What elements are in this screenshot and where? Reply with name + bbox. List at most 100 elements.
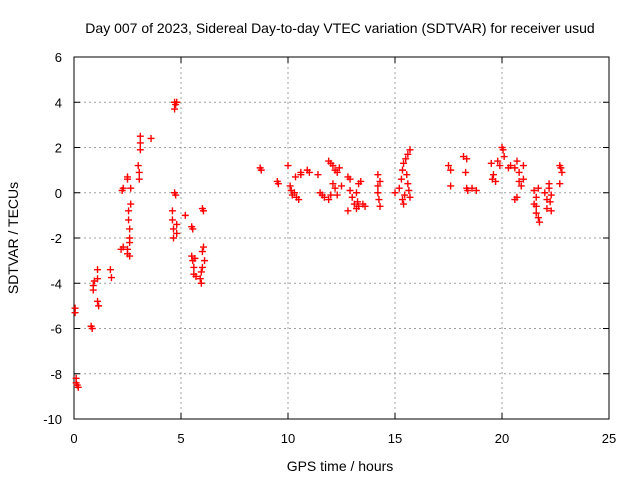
data-point bbox=[447, 166, 455, 174]
y-tick-label: -4 bbox=[50, 276, 62, 291]
data-point bbox=[352, 205, 360, 213]
data-point bbox=[515, 168, 523, 176]
data-point bbox=[496, 162, 504, 170]
y-tick-labels: -10 -8 -6 -4 -2 0 2 4 6 bbox=[43, 50, 62, 427]
data-point bbox=[532, 193, 540, 201]
data-point bbox=[558, 168, 566, 176]
data-point bbox=[297, 171, 305, 179]
data-point bbox=[124, 175, 131, 183]
data-point bbox=[398, 196, 406, 204]
data-point bbox=[405, 186, 413, 194]
data-point bbox=[500, 153, 508, 161]
data-point bbox=[354, 198, 362, 206]
data-point bbox=[494, 157, 502, 165]
x-tick-label: 15 bbox=[388, 431, 402, 446]
data-point bbox=[94, 297, 102, 305]
data-point bbox=[534, 214, 542, 222]
data-point bbox=[71, 309, 79, 317]
data-point bbox=[119, 184, 127, 192]
data-point bbox=[135, 168, 143, 176]
data-point bbox=[94, 266, 102, 274]
data-point bbox=[286, 182, 294, 190]
data-point bbox=[395, 184, 403, 192]
data-point bbox=[513, 193, 521, 201]
data-point bbox=[331, 184, 339, 192]
data-point bbox=[468, 184, 476, 192]
data-point bbox=[361, 202, 369, 210]
data-point bbox=[517, 182, 525, 190]
data-point bbox=[170, 234, 178, 242]
data-point bbox=[403, 171, 411, 179]
data-point bbox=[181, 211, 189, 219]
data-point bbox=[335, 164, 343, 172]
data-point bbox=[499, 146, 507, 154]
data-points bbox=[71, 98, 566, 391]
data-point bbox=[352, 189, 360, 197]
data-point bbox=[305, 168, 313, 176]
data-point bbox=[192, 272, 200, 280]
data-point bbox=[492, 177, 500, 185]
data-point bbox=[291, 173, 299, 181]
data-point bbox=[95, 302, 103, 310]
data-point bbox=[374, 171, 382, 179]
data-point bbox=[374, 182, 382, 190]
data-point bbox=[333, 191, 341, 199]
data-point bbox=[88, 325, 96, 332]
x-axis-label: GPS time / hours bbox=[287, 458, 394, 474]
data-point bbox=[127, 200, 135, 208]
data-point bbox=[547, 191, 555, 199]
y-tick-label: -8 bbox=[50, 367, 62, 382]
data-point bbox=[511, 164, 519, 172]
data-point bbox=[462, 168, 470, 176]
data-point bbox=[327, 191, 335, 199]
data-point bbox=[126, 252, 134, 260]
x-tick-label: 25 bbox=[602, 431, 616, 446]
data-point bbox=[173, 220, 181, 228]
data-point bbox=[357, 177, 365, 185]
data-point bbox=[199, 207, 207, 215]
data-point bbox=[464, 186, 472, 194]
data-point bbox=[463, 155, 471, 163]
data-point bbox=[74, 383, 82, 391]
chart-title: Day 007 of 2023, Sidereal Day-to-day VTE… bbox=[85, 20, 594, 36]
data-point bbox=[519, 162, 527, 170]
data-point bbox=[391, 189, 399, 197]
data-point bbox=[547, 207, 555, 215]
data-point bbox=[125, 216, 133, 224]
data-point bbox=[136, 132, 144, 140]
data-point bbox=[402, 155, 410, 163]
data-point bbox=[376, 202, 384, 210]
axis-ticks bbox=[73, 56, 610, 420]
data-point bbox=[94, 275, 102, 283]
data-point bbox=[489, 171, 497, 179]
data-point bbox=[198, 263, 206, 271]
data-point bbox=[375, 196, 383, 204]
data-point bbox=[329, 180, 337, 188]
data-point bbox=[487, 159, 495, 167]
data-point bbox=[406, 193, 414, 201]
x-tick-label: 0 bbox=[70, 431, 77, 446]
data-point bbox=[198, 248, 206, 256]
data-point bbox=[348, 193, 356, 201]
y-axis-label: SDTVAR / TECUs bbox=[5, 182, 21, 294]
y-tick-label: 2 bbox=[55, 141, 62, 156]
data-point bbox=[173, 98, 181, 106]
data-point bbox=[172, 191, 180, 199]
data-point bbox=[168, 207, 176, 215]
data-point bbox=[295, 196, 303, 204]
data-point bbox=[398, 166, 406, 174]
data-point bbox=[257, 166, 265, 174]
data-point bbox=[404, 180, 412, 188]
data-point bbox=[126, 225, 134, 233]
data-point bbox=[513, 157, 521, 165]
data-point bbox=[532, 209, 540, 217]
data-point bbox=[199, 243, 207, 251]
data-point bbox=[507, 162, 515, 170]
data-point bbox=[400, 200, 408, 208]
data-point bbox=[543, 205, 551, 213]
x-tick-label: 10 bbox=[281, 431, 295, 446]
data-point bbox=[89, 286, 97, 294]
data-point bbox=[406, 146, 414, 154]
data-point bbox=[556, 180, 564, 188]
